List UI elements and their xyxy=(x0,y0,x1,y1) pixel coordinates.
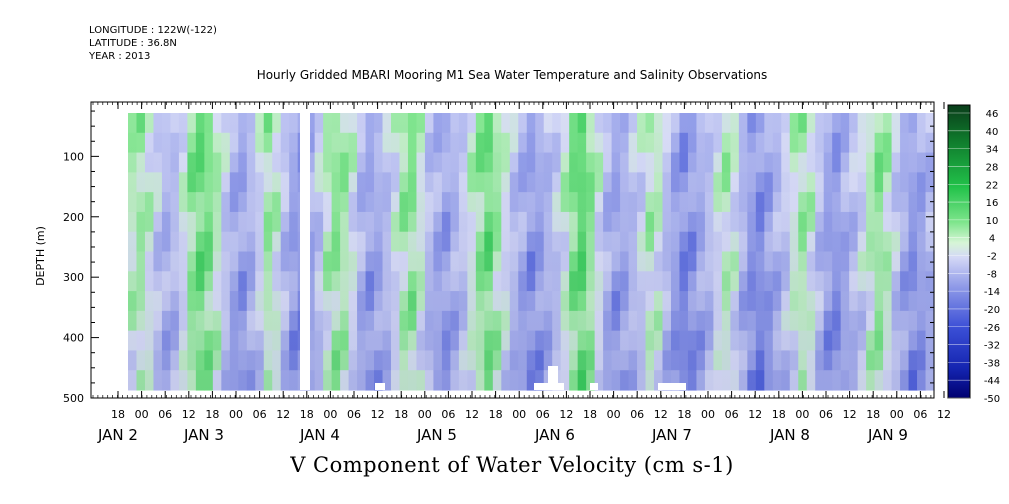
x-day-label: JAN 3 xyxy=(183,426,224,444)
x-day-label: JAN 9 xyxy=(867,426,908,444)
colorbar xyxy=(947,104,971,399)
x-hour-tick-label: 12 xyxy=(465,408,479,421)
x-hour-tick-label: 00 xyxy=(418,408,432,421)
colorbar-tick-label: 46 xyxy=(986,109,999,120)
x-hour-tick-label: 06 xyxy=(913,408,927,421)
x-hour-tick-label: 00 xyxy=(701,408,715,421)
colorbar-tick-label: -2 xyxy=(987,252,997,263)
colorbar-tick-label: -32 xyxy=(984,341,1000,352)
x-hour-tick-label: 06 xyxy=(630,408,644,421)
x-hour-tick-label: 00 xyxy=(607,408,621,421)
x-minor-ticks xyxy=(92,102,932,398)
chart-title: Hourly Gridded MBARI Mooring M1 Sea Wate… xyxy=(256,68,768,82)
missing-data-blocks xyxy=(375,366,686,390)
colorbar-tick-label: 28 xyxy=(986,162,999,173)
data-gap-strip xyxy=(300,113,310,390)
x-hour-tick-label: 12 xyxy=(276,408,290,421)
x-hour-tick-label: 00 xyxy=(890,408,904,421)
x-hour-tick-label: 00 xyxy=(512,408,526,421)
x-hour-tick-label: 18 xyxy=(300,408,314,421)
x-hour-tick-label: 12 xyxy=(182,408,196,421)
colorbar-tick-label: -26 xyxy=(984,323,1000,334)
x-hour-tick-label: 18 xyxy=(866,408,880,421)
x-hour-tick-label: 18 xyxy=(489,408,503,421)
y-tick-label: 100 xyxy=(63,150,84,163)
y-tick-label: 200 xyxy=(63,211,84,224)
x-hour-tick-label: 18 xyxy=(205,408,219,421)
x-axis-caption: V Component of Water Velocity (cm s-1) xyxy=(290,453,734,477)
x-hour-tick-label: 18 xyxy=(111,408,125,421)
x-hour-tick-label: 00 xyxy=(229,408,243,421)
x-day-label: JAN 5 xyxy=(416,426,457,444)
x-hour-tick-label: 12 xyxy=(843,408,857,421)
x-hour-tick-label: 06 xyxy=(158,408,172,421)
x-hour-tick-label: 18 xyxy=(394,408,408,421)
y-tick-label: 300 xyxy=(63,271,84,284)
x-hour-tick-label: 12 xyxy=(559,408,573,421)
y-ticks: 100 200 300 400 500 xyxy=(63,110,934,405)
colorbar-tick-label: -38 xyxy=(984,358,1000,369)
x-hour-tick-label: 00 xyxy=(795,408,809,421)
y-axis-label: DEPTH (m) xyxy=(34,226,47,286)
x-hour-tick-label: 12 xyxy=(371,408,385,421)
x-day-labels: JAN 2 JAN 3 JAN 4 JAN 5 JAN 6 JAN 7 JAN 8 JAN 9 xyxy=(97,426,908,444)
colorbar-tick-label: -14 xyxy=(984,287,1000,298)
y-tick-label: 400 xyxy=(63,332,84,345)
y-tick-label: 500 xyxy=(63,392,84,405)
colorbar-tick-label: 40 xyxy=(986,127,999,138)
x-hour-tick-label: 12 xyxy=(654,408,668,421)
x-day-label: JAN 4 xyxy=(299,426,340,444)
x-hour-tick-label: 18 xyxy=(677,408,691,421)
x-hour-tick-label: 18 xyxy=(583,408,597,421)
colorbar-tick-label: -50 xyxy=(984,394,1000,405)
colorbar-tick-label: 22 xyxy=(986,180,999,191)
x-day-label: JAN 2 xyxy=(97,426,138,444)
latitude-label: LATITUDE : 36.8N xyxy=(89,38,177,49)
x-hour-tick-label: 12 xyxy=(937,408,951,421)
x-hour-tick-label: 06 xyxy=(819,408,833,421)
colorbar-tick-label: -44 xyxy=(984,376,1000,387)
x-hour-tick-label: 06 xyxy=(725,408,739,421)
colorbar-tick-label: -8 xyxy=(987,269,997,280)
x-day-label: JAN 8 xyxy=(769,426,810,444)
plot-frame xyxy=(90,101,935,399)
x-day-label: JAN 6 xyxy=(534,426,575,444)
colorbar-tick-label: 4 xyxy=(989,234,995,245)
x-hour-tick-label: 06 xyxy=(536,408,550,421)
colorbar-tick-label: 34 xyxy=(986,145,999,156)
x-hour-tick-label: 00 xyxy=(323,408,337,421)
x-hour-tick-label: 12 xyxy=(748,408,762,421)
x-hour-labels: 18 00 06 12 18 00 06 12 18 00 06 12 18 00 06 12 18 00 06 12… xyxy=(111,102,951,421)
colorbar-tick-label: -20 xyxy=(984,305,1000,316)
colorbar-ticks: 46 40 34 28 22 16 10 4 -2 -8 -14 -20 -26 -32 -38 -44 -50 xyxy=(948,109,1000,405)
x-hour-tick-label: 18 xyxy=(772,408,786,421)
colorbar-tick-label: 10 xyxy=(986,216,999,227)
x-day-label: JAN 7 xyxy=(651,426,692,444)
x-hour-tick-label: 06 xyxy=(347,408,361,421)
depth-shade-overlay xyxy=(128,113,934,390)
colorbar-tick-label: 16 xyxy=(986,198,999,209)
x-hour-tick-label: 06 xyxy=(441,408,455,421)
x-hour-tick-label: 06 xyxy=(253,408,267,421)
x-hour-tick-label: 00 xyxy=(135,408,149,421)
year-label: YEAR : 2013 xyxy=(89,51,151,62)
longitude-label: LONGITUDE : 122W(-122) xyxy=(89,25,217,36)
